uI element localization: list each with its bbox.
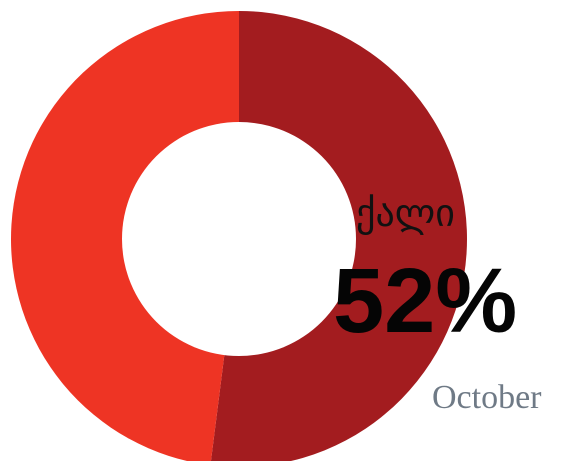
donut-hole — [122, 122, 356, 356]
month-label: October — [432, 379, 542, 416]
category-label: ქალი — [356, 191, 455, 235]
percentage-label: 52% — [333, 250, 517, 352]
